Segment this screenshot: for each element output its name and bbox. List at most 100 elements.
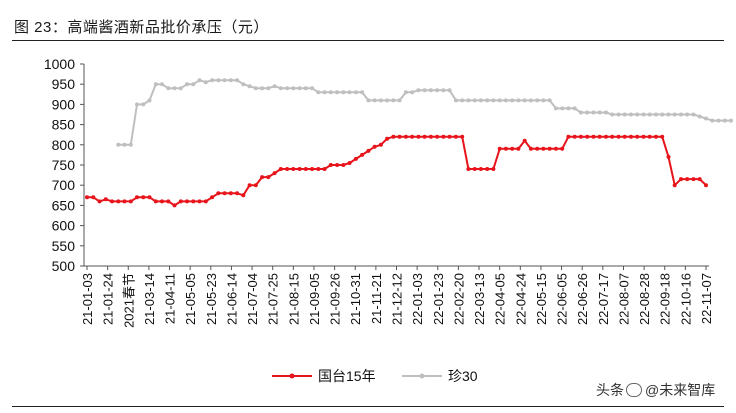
data-point (228, 191, 233, 196)
data-point (241, 193, 246, 198)
data-point (553, 106, 558, 111)
y-tick-label: 1000 (44, 56, 75, 72)
data-point (247, 183, 252, 188)
data-point (191, 82, 196, 87)
data-point (147, 98, 152, 103)
data-point (622, 134, 627, 139)
data-point (403, 90, 408, 95)
data-point (560, 106, 565, 111)
y-tick-label: 600 (52, 218, 76, 234)
data-point (697, 114, 702, 119)
x-tick-label: 21-08-15 (286, 273, 301, 325)
data-point (203, 199, 208, 204)
x-tick-label: 21-12-12 (390, 273, 405, 325)
x-tick-label: 22-06-05 (555, 273, 570, 325)
data-point (247, 84, 252, 89)
data-point (153, 82, 158, 87)
data-point (597, 110, 602, 115)
data-point (422, 88, 427, 93)
data-point (103, 197, 108, 202)
legend-marker (419, 373, 425, 379)
legend-marker (289, 373, 295, 379)
wechat-icon (626, 383, 642, 397)
data-point (191, 199, 196, 204)
data-point (341, 163, 346, 167)
data-point (116, 199, 121, 204)
data-point (516, 146, 521, 151)
data-point (210, 78, 215, 83)
data-point (197, 199, 202, 204)
data-point (716, 118, 721, 123)
data-point (672, 183, 677, 188)
data-point (347, 90, 352, 95)
data-point (303, 167, 308, 171)
data-point (478, 167, 483, 171)
x-tick-label: 21-11-21 (369, 273, 384, 324)
data-point (422, 134, 427, 139)
x-tick-label: 21-07-25 (266, 273, 281, 325)
data-point (660, 112, 665, 117)
data-point (428, 88, 433, 93)
data-point (447, 88, 452, 93)
data-point (166, 86, 171, 91)
data-point (228, 78, 233, 83)
data-point (328, 163, 333, 167)
data-point (185, 82, 189, 87)
data-point (547, 146, 552, 151)
data-point (610, 134, 615, 139)
data-point (210, 195, 215, 200)
data-point (591, 110, 596, 115)
data-point (553, 146, 558, 151)
data-point (441, 88, 446, 93)
x-tick-label: 22-08-28 (637, 273, 652, 325)
y-tick-label: 750 (52, 157, 76, 173)
data-point (441, 134, 446, 139)
data-point (566, 134, 571, 139)
data-point (272, 171, 277, 176)
data-point (185, 199, 189, 204)
data-point (316, 90, 321, 95)
y-tick-label: 500 (52, 258, 76, 274)
data-point (610, 112, 615, 117)
x-tick-label: 22-03-13 (472, 273, 487, 325)
data-point (216, 78, 221, 83)
data-point (710, 118, 715, 123)
data-point (503, 98, 508, 103)
x-tick-label: 21-07-04 (245, 273, 260, 325)
x-tick-label: 22-08-07 (616, 273, 631, 325)
data-point (629, 112, 633, 117)
data-point (316, 167, 321, 171)
x-tick-label: 22-04-24 (513, 273, 528, 325)
data-point (378, 142, 383, 147)
watermark-prefix: 头条 (596, 382, 624, 398)
data-point (685, 177, 690, 182)
data-point (453, 134, 458, 139)
y-tick-label: 950 (52, 76, 76, 92)
data-point (528, 98, 533, 103)
data-point (260, 175, 265, 180)
data-point (510, 98, 515, 103)
data-point (178, 86, 183, 91)
data-point (510, 146, 515, 151)
data-point (335, 90, 340, 95)
data-point (235, 78, 240, 83)
data-point (453, 98, 458, 103)
data-point (641, 134, 646, 139)
data-point (616, 112, 621, 117)
data-point (291, 86, 296, 91)
data-point (485, 98, 490, 103)
data-point (297, 167, 302, 171)
data-point (497, 98, 502, 103)
data-point (241, 82, 246, 87)
data-point (310, 167, 315, 171)
data-point (641, 112, 646, 117)
data-point (378, 98, 383, 103)
data-point (160, 199, 164, 204)
data-point (222, 191, 227, 196)
data-point (622, 112, 627, 117)
x-tick-label: 21-04-11 (163, 273, 178, 324)
x-tick-label: 22-04-05 (493, 273, 508, 325)
data-point (503, 146, 508, 151)
data-point (491, 98, 496, 103)
